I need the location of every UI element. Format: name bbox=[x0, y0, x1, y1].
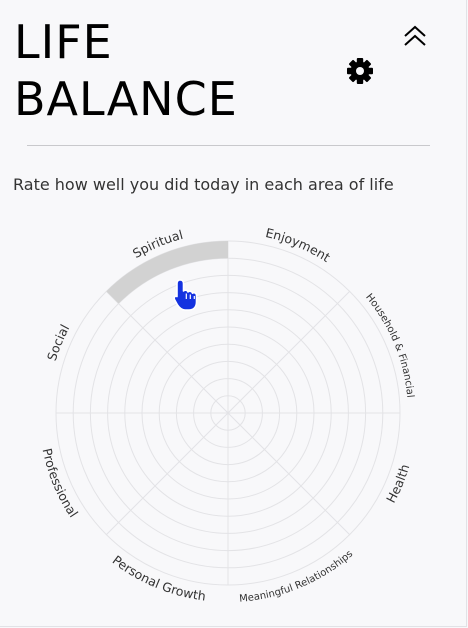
hand-pointer-shape bbox=[173, 279, 198, 311]
wheel-grid bbox=[55, 240, 401, 586]
page-title: LIFE BALANCE bbox=[14, 14, 238, 128]
settings-button[interactable] bbox=[345, 56, 375, 86]
grid-spoke bbox=[227, 412, 350, 535]
rating-prompt: Rate how well you did today in each area… bbox=[13, 175, 394, 194]
hand-pointer-icon bbox=[173, 279, 198, 311]
header-divider bbox=[27, 145, 430, 146]
title-line-2: BALANCE bbox=[14, 72, 238, 126]
hover-highlight-spiritual bbox=[106, 241, 228, 304]
collapse-button[interactable] bbox=[400, 22, 432, 54]
grid-spoke bbox=[106, 412, 229, 535]
double-chevron-up-icon bbox=[404, 25, 426, 46]
grid-spoke bbox=[227, 291, 350, 414]
gear-icon bbox=[347, 58, 373, 84]
title-line-1: LIFE bbox=[14, 15, 113, 69]
wheel-segments[interactable] bbox=[56, 241, 400, 585]
grid-spoke bbox=[106, 291, 229, 414]
